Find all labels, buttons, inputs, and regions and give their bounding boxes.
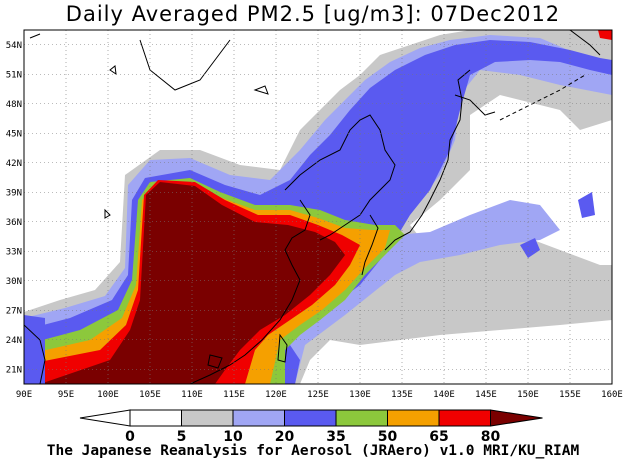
colorbar-level-label: 35 [326, 429, 345, 445]
lon-tick-labels: 90E 95E 100E 105E 110E 115E 120E 125E 130E 135E 14… [16, 390, 623, 400]
lon-tick-label: 135E [391, 390, 413, 400]
lon-tick-label: 125E [307, 390, 329, 400]
colorbar-under-arrow [79, 409, 131, 427]
colorbar-level-label: 20 [275, 429, 295, 445]
lon-tick-label: 100E [97, 390, 119, 400]
lon-tick-label: 140E [433, 390, 455, 400]
patch-sw [24, 315, 45, 384]
lon-tick-label: 155E [559, 390, 581, 400]
lat-tick-label: 51N [6, 70, 22, 80]
lat-tick-label: 30N [6, 277, 22, 287]
lat-tick-label: 21N [6, 365, 22, 375]
lat-tick-label: 27N [6, 306, 22, 316]
colorbar [79, 409, 543, 427]
lon-tick-label: 130E [349, 390, 371, 400]
lon-tick-label: 120E [265, 390, 287, 400]
plot-area [24, 30, 612, 384]
map-title: Daily Averaged PM2.5 [ug/m3]: 07Dec2012 [65, 2, 561, 26]
colorbar-labels: 0 5 10 20 35 50 65 80 [125, 429, 500, 445]
contour-80 [40, 182, 345, 384]
plot-frame [23, 29, 613, 385]
colorbar-box [284, 409, 337, 427]
lon-tick-label: 160E [601, 390, 623, 400]
lon-tick-label: 150E [517, 390, 539, 400]
kuril-islands [499, 74, 586, 121]
lat-tick-label: 48N [6, 100, 22, 110]
gridlines [24, 30, 612, 384]
lon-tick-label: 110E [181, 390, 203, 400]
lon-tick-label: 145E [475, 390, 497, 400]
colorbar-level-label: 5 [177, 429, 187, 445]
colorbar-box [387, 409, 440, 427]
lat-tick-label: 33N [6, 247, 22, 257]
colorbar-level-label: 0 [125, 429, 135, 445]
lon-tick-label: 90E [16, 390, 32, 400]
colorbar-level-label: 80 [481, 429, 501, 445]
credit-line: The Japanese Reanalysis for Aerosol (JRA… [46, 443, 580, 459]
lat-tick-label: 36N [6, 218, 22, 228]
colorbar-box [232, 409, 285, 427]
lon-tick-label: 115E [223, 390, 245, 400]
colorbar-level-label: 50 [378, 429, 398, 445]
colorbar-box [335, 409, 388, 427]
patch-east-2 [578, 192, 595, 218]
lon-tick-label: 105E [139, 390, 161, 400]
colorbar-box [438, 409, 491, 427]
lat-tick-label: 42N [6, 159, 22, 169]
lon-tick-label: 95E [58, 390, 74, 400]
lat-tick-label: 24N [6, 336, 22, 346]
lat-tick-label: 54N [6, 41, 22, 51]
patch-east [520, 238, 540, 258]
lat-tick-labels: 54N 51N 48N 45N 42N 39N 36N 33N 30N 27N 24N 21N [6, 41, 22, 376]
lat-tick-label: 39N [6, 188, 22, 198]
patch-ne [598, 30, 612, 40]
colorbar-over-arrow [490, 409, 543, 427]
colorbar-level-label: 10 [223, 429, 243, 445]
colorbar-level-label: 65 [429, 429, 448, 445]
lat-tick-label: 45N [6, 129, 22, 139]
colorbar-box [181, 409, 234, 427]
colorbar-box [129, 409, 182, 427]
